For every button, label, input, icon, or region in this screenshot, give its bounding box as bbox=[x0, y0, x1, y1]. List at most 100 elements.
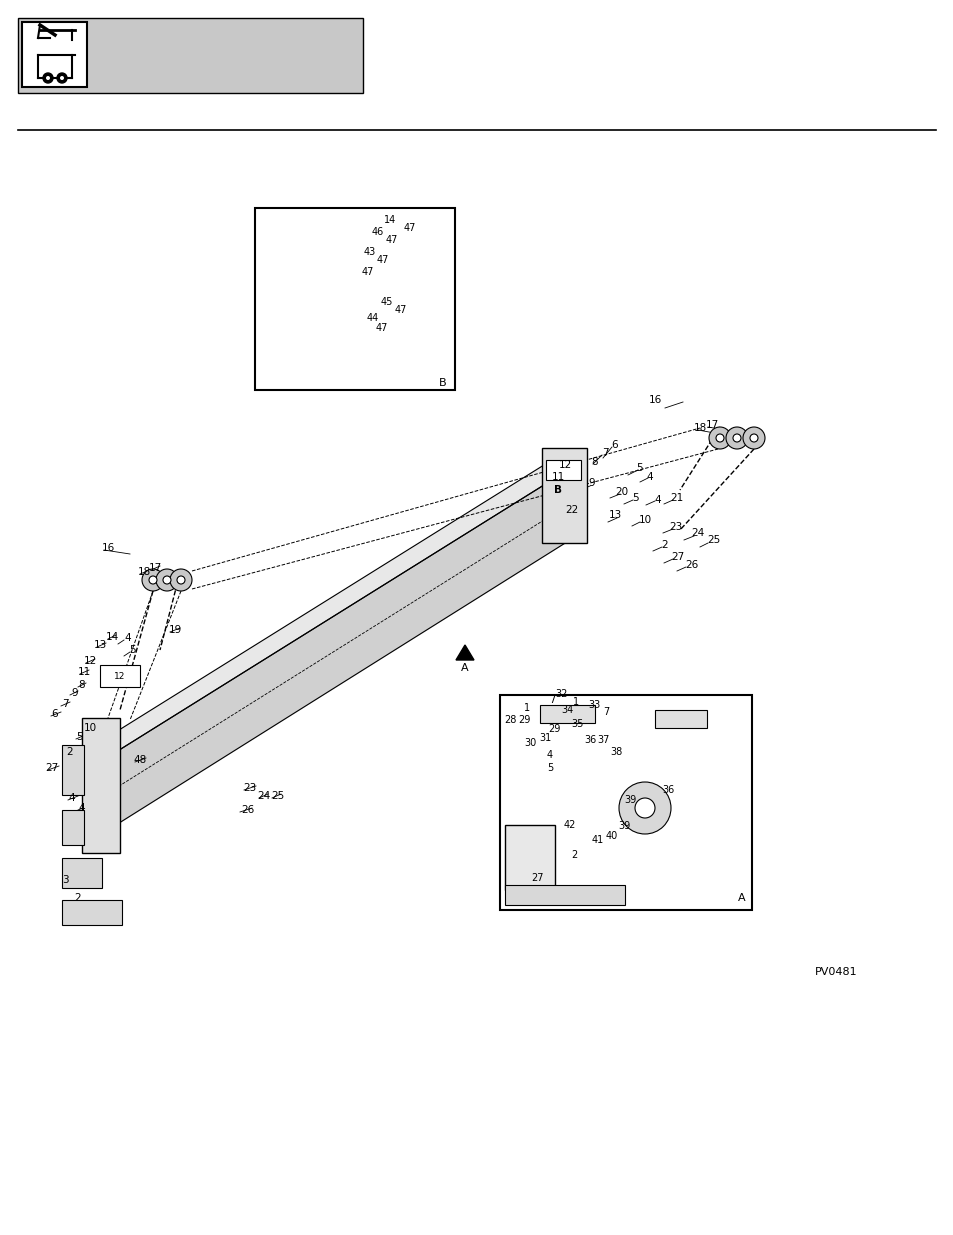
Text: 6: 6 bbox=[51, 709, 58, 719]
Text: 29: 29 bbox=[547, 724, 559, 734]
Text: 37: 37 bbox=[598, 735, 610, 745]
Text: 33: 33 bbox=[587, 700, 599, 710]
Text: 7: 7 bbox=[601, 448, 608, 458]
Text: 27: 27 bbox=[46, 763, 58, 773]
Text: 8: 8 bbox=[591, 457, 598, 467]
Text: 4: 4 bbox=[646, 472, 653, 482]
Text: 12: 12 bbox=[558, 459, 571, 471]
Circle shape bbox=[177, 576, 185, 584]
Text: 13: 13 bbox=[608, 510, 621, 520]
Text: 38: 38 bbox=[609, 747, 621, 757]
Text: 4: 4 bbox=[546, 750, 553, 760]
Circle shape bbox=[60, 77, 64, 80]
Text: 7: 7 bbox=[602, 706, 608, 718]
Circle shape bbox=[57, 73, 67, 83]
Text: 5: 5 bbox=[632, 493, 639, 503]
Text: 47: 47 bbox=[375, 324, 388, 333]
Bar bbox=[254, 207, 455, 390]
Text: 36: 36 bbox=[661, 785, 674, 795]
Text: 9: 9 bbox=[588, 478, 595, 488]
Text: 32: 32 bbox=[556, 689, 568, 699]
Polygon shape bbox=[95, 454, 567, 762]
Bar bbox=[22, 22, 87, 86]
Circle shape bbox=[156, 569, 178, 592]
Text: 4: 4 bbox=[654, 495, 660, 505]
Text: 25: 25 bbox=[706, 535, 720, 545]
Text: 16: 16 bbox=[648, 395, 661, 405]
Text: 4: 4 bbox=[78, 803, 85, 813]
Text: 11: 11 bbox=[551, 472, 564, 482]
Text: 4: 4 bbox=[125, 634, 132, 643]
Text: 24: 24 bbox=[257, 790, 271, 802]
Bar bbox=[539, 705, 595, 722]
Circle shape bbox=[163, 576, 171, 584]
Circle shape bbox=[149, 576, 157, 584]
Text: 47: 47 bbox=[403, 224, 416, 233]
Text: 14: 14 bbox=[105, 632, 118, 642]
Bar bbox=[82, 718, 120, 853]
Text: 12: 12 bbox=[114, 672, 126, 680]
Text: 17: 17 bbox=[704, 420, 718, 430]
Text: 39: 39 bbox=[618, 821, 630, 831]
Text: 39: 39 bbox=[623, 795, 636, 805]
Text: 17: 17 bbox=[149, 563, 161, 573]
Text: 23: 23 bbox=[243, 783, 256, 793]
Text: 4: 4 bbox=[69, 793, 75, 803]
Text: 24: 24 bbox=[691, 529, 704, 538]
Bar bbox=[18, 19, 363, 93]
Bar bbox=[62, 900, 122, 925]
Text: 48: 48 bbox=[133, 755, 147, 764]
Bar bbox=[62, 810, 84, 845]
Polygon shape bbox=[100, 471, 569, 835]
Circle shape bbox=[708, 427, 730, 450]
Text: 7: 7 bbox=[62, 699, 69, 709]
Text: 41: 41 bbox=[591, 835, 603, 845]
Text: 3: 3 bbox=[62, 876, 69, 885]
Text: A: A bbox=[460, 663, 468, 673]
Text: 2: 2 bbox=[74, 893, 81, 903]
Text: 40: 40 bbox=[605, 831, 618, 841]
Text: 16: 16 bbox=[101, 543, 114, 553]
Text: 31: 31 bbox=[538, 734, 551, 743]
Text: 13: 13 bbox=[93, 640, 107, 650]
Circle shape bbox=[716, 433, 723, 442]
Text: 26: 26 bbox=[241, 805, 254, 815]
Text: 47: 47 bbox=[376, 254, 389, 266]
Text: B: B bbox=[438, 378, 446, 388]
Bar bbox=[504, 885, 624, 905]
Circle shape bbox=[725, 427, 747, 450]
Bar bbox=[62, 858, 102, 888]
Text: 27: 27 bbox=[671, 552, 684, 562]
Text: B: B bbox=[554, 485, 561, 495]
Text: 10: 10 bbox=[638, 515, 651, 525]
Bar bbox=[655, 710, 706, 727]
Text: 10: 10 bbox=[83, 722, 96, 734]
Circle shape bbox=[749, 433, 758, 442]
Text: 2: 2 bbox=[661, 540, 668, 550]
Text: 21: 21 bbox=[670, 493, 683, 503]
Text: 18: 18 bbox=[693, 424, 706, 433]
Text: 47: 47 bbox=[395, 305, 407, 315]
Text: 6: 6 bbox=[611, 440, 618, 450]
Text: 23: 23 bbox=[669, 522, 682, 532]
Text: 2: 2 bbox=[570, 850, 577, 860]
Polygon shape bbox=[456, 645, 474, 659]
Circle shape bbox=[43, 73, 53, 83]
Bar bbox=[545, 459, 580, 480]
Text: 5: 5 bbox=[636, 463, 642, 473]
Text: 11: 11 bbox=[77, 667, 91, 677]
Text: 42: 42 bbox=[563, 820, 576, 830]
Text: 1: 1 bbox=[523, 703, 530, 713]
Text: 5: 5 bbox=[130, 645, 136, 655]
Text: 29: 29 bbox=[517, 715, 530, 725]
Text: PV0481: PV0481 bbox=[815, 967, 857, 977]
Text: 45: 45 bbox=[380, 296, 393, 308]
Text: 35: 35 bbox=[571, 719, 583, 729]
Text: 26: 26 bbox=[684, 559, 698, 571]
Circle shape bbox=[170, 569, 192, 592]
Text: 43: 43 bbox=[363, 247, 375, 257]
Text: 36: 36 bbox=[583, 735, 596, 745]
Text: 22: 22 bbox=[565, 505, 578, 515]
Text: 18: 18 bbox=[137, 567, 151, 577]
Text: 47: 47 bbox=[361, 267, 374, 277]
